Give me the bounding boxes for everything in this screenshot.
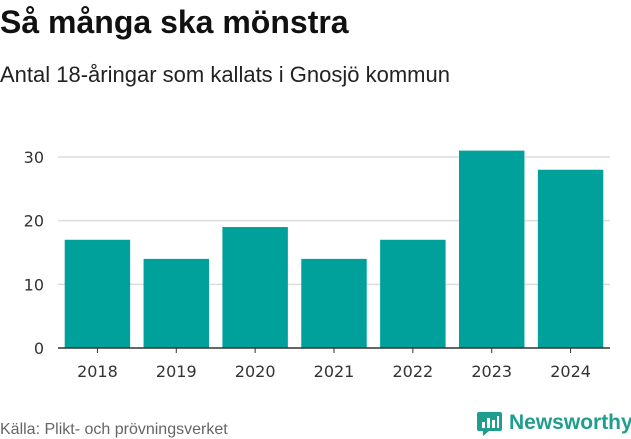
bar-2021 xyxy=(301,258,367,348)
bar-2018 xyxy=(64,239,131,348)
chart-title: Så många ska mönstra xyxy=(0,4,349,40)
x-tick-label: 2018 xyxy=(77,362,118,381)
newsworthy-icon xyxy=(477,411,502,436)
x-tick-label: 2024 xyxy=(550,362,591,381)
source-note: Källa: Plikt- och prövningsverket xyxy=(0,421,228,438)
y-tick-label: 10 xyxy=(24,275,44,294)
bar-2024 xyxy=(537,169,604,348)
x-tick-labels: 2018 2019 2020 2021 2022 2023 2024 xyxy=(77,348,591,381)
y-tick-label: 20 xyxy=(24,212,44,231)
bars xyxy=(64,150,604,348)
bar-2022 xyxy=(380,239,446,348)
newsworthy-logo[interactable]: Newsworthy xyxy=(476,409,631,437)
x-tick-label: 2019 xyxy=(156,362,197,381)
bar-2023 xyxy=(458,150,525,348)
x-tick-label: 2020 xyxy=(235,362,276,381)
chart-subtitle: Antal 18-åringar som kallats i Gnosjö ko… xyxy=(0,62,450,87)
y-tick-label: 0 xyxy=(34,339,44,358)
brand-name: Newsworthy xyxy=(509,411,631,434)
bar-2020 xyxy=(222,227,288,348)
x-tick-label: 2022 xyxy=(392,362,433,381)
y-tick-label: 30 xyxy=(24,148,44,167)
x-tick-label: 2021 xyxy=(314,362,355,381)
bar-2019 xyxy=(143,258,210,348)
y-tick-labels: 0 10 20 30 xyxy=(24,148,44,358)
x-tick-label: 2023 xyxy=(471,362,512,381)
